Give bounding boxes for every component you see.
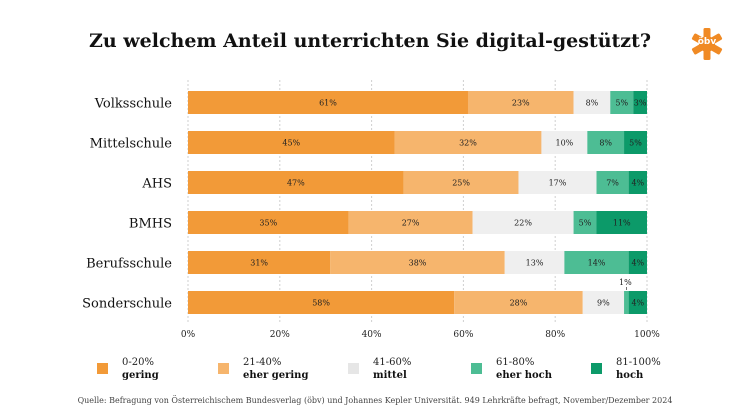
- data-label: 35%: [259, 219, 277, 228]
- bar-segment: [188, 211, 349, 234]
- data-label: 13%: [526, 259, 544, 268]
- bar-segment: [628, 251, 647, 274]
- bar-segment: [628, 291, 647, 314]
- bar-segment: [541, 131, 588, 154]
- obv-logo: öbv: [690, 27, 724, 61]
- bar-segment: [348, 211, 473, 234]
- bar-segment: [628, 171, 647, 194]
- data-label: 10%: [555, 139, 573, 148]
- legend-label: eher hoch: [496, 370, 553, 381]
- bar-segment: [188, 131, 395, 154]
- x-tick-label: 40%: [362, 330, 382, 340]
- bar-segment: [582, 291, 625, 314]
- data-label: 25%: [452, 179, 470, 188]
- bar-segment: [564, 251, 629, 274]
- x-tick-label: 20%: [270, 330, 290, 340]
- bar-segment: [467, 91, 574, 114]
- category-label: BMHS: [129, 217, 172, 232]
- data-label: 8%: [586, 99, 599, 108]
- legend-range: 41-60%: [373, 357, 412, 368]
- bar-segment: [573, 91, 611, 114]
- data-label: 4%: [631, 299, 644, 308]
- legend-swatch: [471, 363, 482, 374]
- x-tick-label: 100%: [634, 330, 660, 340]
- chart-title: Zu welchem Anteil unterrichten Sie digit…: [88, 30, 651, 52]
- legend-range: 81-100%: [616, 357, 661, 368]
- data-label: 58%: [312, 299, 330, 308]
- legend-label: eher gering: [243, 370, 309, 381]
- bar-segment: [188, 171, 404, 194]
- data-label: 4%: [631, 179, 644, 188]
- logo-asterisk-icon: [691, 28, 723, 60]
- data-label: 47%: [287, 179, 305, 188]
- data-label: 22%: [514, 219, 532, 228]
- x-tick-label: 80%: [545, 330, 565, 340]
- data-label: 31%: [250, 259, 268, 268]
- bar-segment: [394, 131, 542, 154]
- data-label: 3%: [634, 99, 647, 108]
- legend-label: hoch: [616, 370, 644, 381]
- bar-segment: [596, 171, 629, 194]
- bar-segment: [188, 291, 455, 314]
- legend-label: gering: [122, 370, 159, 381]
- legend-swatch: [348, 363, 359, 374]
- bar-segment: [330, 251, 505, 274]
- legend-swatch: [591, 363, 602, 374]
- category-label: Mittelschule: [90, 137, 173, 152]
- bar-segment: [454, 291, 583, 314]
- data-label: 7%: [606, 179, 619, 188]
- category-label: Volksschule: [94, 97, 173, 112]
- data-label: 61%: [319, 99, 337, 108]
- bar-segment: [188, 251, 331, 274]
- source-note: Quelle: Befragung von Österreichischem B…: [77, 396, 673, 405]
- x-tick-label: 60%: [453, 330, 473, 340]
- category-label: AHS: [141, 177, 172, 192]
- data-label: 28%: [510, 299, 528, 308]
- data-label: 5%: [579, 219, 592, 228]
- legend-swatch: [97, 363, 108, 374]
- data-label: 27%: [402, 219, 420, 228]
- data-label: 11%: [613, 219, 631, 228]
- bar-segment: [573, 211, 597, 234]
- bar-segment: [472, 211, 574, 234]
- data-label: 38%: [409, 259, 427, 268]
- data-label: 4%: [631, 259, 644, 268]
- legend-range: 61-80%: [496, 357, 535, 368]
- legend-range: 0-20%: [122, 357, 154, 368]
- data-label: 9%: [597, 299, 610, 308]
- data-label: 32%: [459, 139, 477, 148]
- bar-segment: [188, 91, 468, 114]
- legend-range: 21-40%: [243, 357, 282, 368]
- data-label: 14%: [588, 259, 606, 268]
- legend-swatch: [218, 363, 229, 374]
- bar-segment: [633, 91, 647, 114]
- bar-segment: [610, 91, 634, 114]
- bar-segment: [403, 171, 519, 194]
- data-label: 8%: [599, 139, 612, 148]
- bar-segment: [518, 171, 597, 194]
- data-label: 17%: [549, 179, 567, 188]
- data-label: 45%: [282, 139, 300, 148]
- category-label: Sonderschule: [82, 297, 172, 312]
- bar-segment: [624, 131, 647, 154]
- bar-segment: [504, 251, 565, 274]
- data-label: 1%: [619, 278, 632, 287]
- data-label: 5%: [615, 99, 628, 108]
- data-label: 23%: [512, 99, 530, 108]
- bar-segment: [587, 131, 625, 154]
- legend-label: mittel: [373, 370, 407, 381]
- legend: 0-20% gering 21-40% eher gering 41-60% mittel…: [0, 357, 750, 397]
- logo-text: öbv: [697, 37, 717, 47]
- x-tick-label: 0%: [181, 330, 196, 340]
- bar-segment: [624, 291, 629, 314]
- category-label: Berufsschule: [86, 257, 172, 272]
- data-label: 5%: [629, 139, 642, 148]
- bar-segment: [596, 211, 647, 234]
